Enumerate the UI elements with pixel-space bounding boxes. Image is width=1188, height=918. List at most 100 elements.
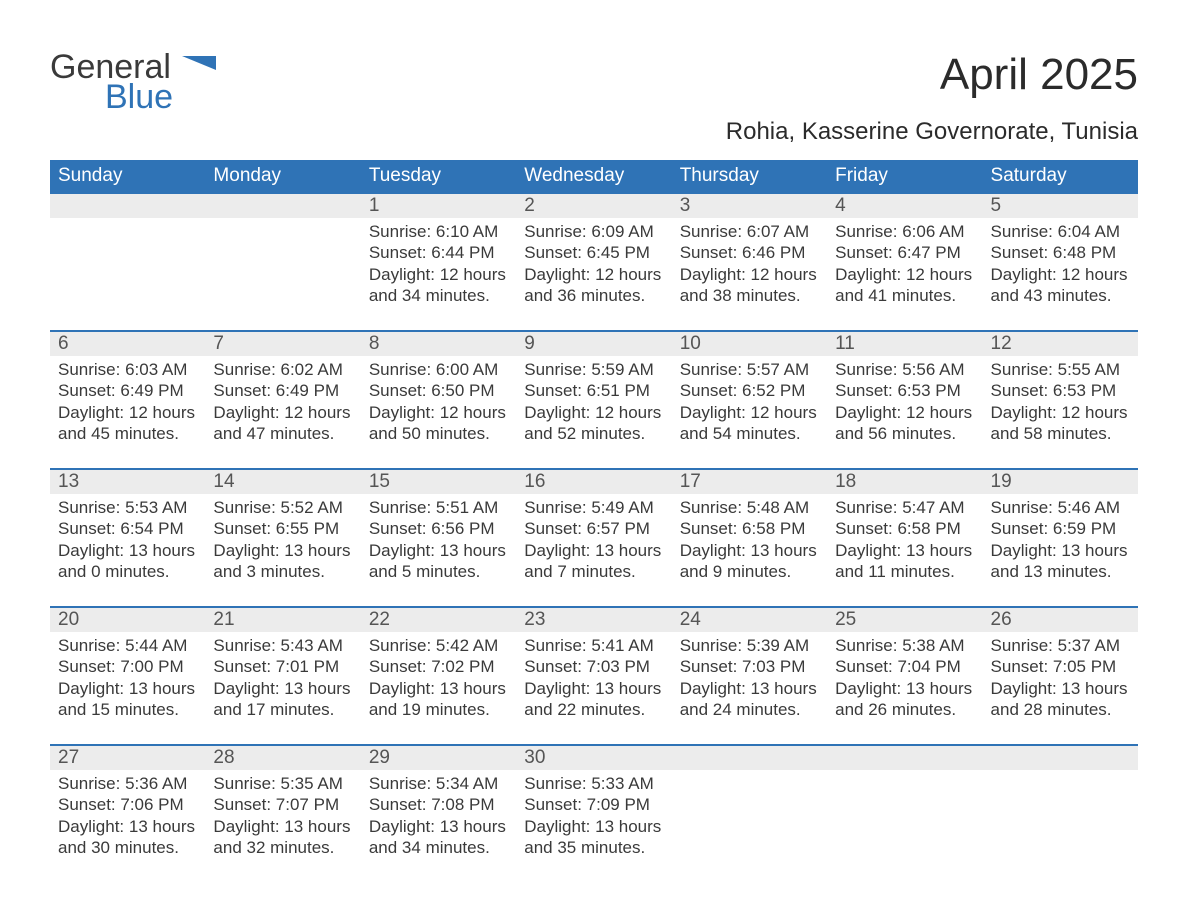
calendar-cell: 1Sunrise: 6:10 AMSunset: 6:44 PMDaylight…: [361, 192, 516, 330]
calendar-cell: [672, 744, 827, 866]
cell-daylight2: and 52 minutes.: [524, 423, 663, 444]
day-number: 13: [58, 471, 79, 492]
cell-sunset: Sunset: 6:54 PM: [58, 518, 197, 539]
cell-daylight1: Daylight: 13 hours: [991, 540, 1130, 561]
cell-sunrise: Sunrise: 6:10 AM: [369, 221, 508, 242]
calendar-cell: 12Sunrise: 5:55 AMSunset: 6:53 PMDayligh…: [983, 330, 1138, 468]
day-number: 22: [369, 609, 390, 630]
cell-sunset: Sunset: 7:01 PM: [213, 656, 352, 677]
cell-sunset: Sunset: 6:44 PM: [369, 242, 508, 263]
cell-daylight2: and 17 minutes.: [213, 699, 352, 720]
day-number: 16: [524, 471, 545, 492]
page-title: April 2025: [726, 50, 1138, 100]
header: General Blue April 2025 Rohia, Kasserine…: [50, 50, 1138, 154]
day-number: 28: [213, 747, 234, 768]
cell-sunset: Sunset: 6:56 PM: [369, 518, 508, 539]
title-block: April 2025 Rohia, Kasserine Governorate,…: [726, 50, 1138, 154]
cell-daylight2: and 41 minutes.: [835, 285, 974, 306]
calendar-cell: 25Sunrise: 5:38 AMSunset: 7:04 PMDayligh…: [827, 606, 982, 744]
cell-sunset: Sunset: 6:45 PM: [524, 242, 663, 263]
cell-sunrise: Sunrise: 5:44 AM: [58, 635, 197, 656]
calendar-cell: 27Sunrise: 5:36 AMSunset: 7:06 PMDayligh…: [50, 744, 205, 866]
cell-daylight1: Daylight: 13 hours: [369, 540, 508, 561]
cell-daylight2: and 32 minutes.: [213, 837, 352, 858]
cell-sunrise: Sunrise: 5:52 AM: [213, 497, 352, 518]
cell-daylight2: and 36 minutes.: [524, 285, 663, 306]
day-number: 30: [524, 747, 545, 768]
calendar-cell: 19 Sunrise: 5:46 AMSunset: 6:59 PMDayligh…: [983, 468, 1138, 606]
calendar-week-row: 1Sunrise: 6:10 AMSunset: 6:44 PMDaylight…: [50, 192, 1138, 330]
cell-daylight2: and 50 minutes.: [369, 423, 508, 444]
cell-sunrise: Sunrise: 6:06 AM: [835, 221, 974, 242]
cell-sunset: Sunset: 7:00 PM: [58, 656, 197, 677]
day-number: 25: [835, 609, 856, 630]
calendar-cell: 9Sunrise: 5:59 AMSunset: 6:51 PMDaylight…: [516, 330, 671, 468]
calendar-week-row: 20 Sunrise: 5:44 AMSunset: 7:00 PM Dayligh…: [50, 606, 1138, 744]
cell-daylight1: Daylight: 13 hours: [213, 816, 352, 837]
cell-daylight1: Daylight: 13 hours: [369, 678, 508, 699]
cell-sunrise: Sunrise: 5:38 AM: [835, 635, 974, 656]
cell-daylight2: and 35 minutes.: [524, 837, 663, 858]
day-number: 29: [369, 747, 390, 768]
cell-sunrise: Sunrise: 6:03 AM: [58, 359, 197, 380]
cell-sunset: Sunset: 6:59 PM: [991, 518, 1130, 539]
cell-sunset: Sunset: 6:47 PM: [835, 242, 974, 263]
cell-daylight2: and 38 minutes.: [680, 285, 819, 306]
col-friday: Friday: [827, 160, 982, 192]
calendar-cell: 3Sunrise: 6:07 AMSunset: 6:46 PMDaylight…: [672, 192, 827, 330]
calendar-cell: 30Sunrise: 5:33 AMSunset: 7:09 PMDayligh…: [516, 744, 671, 866]
day-number: 1: [369, 195, 380, 216]
cell-sunrise: Sunrise: 5:57 AM: [680, 359, 819, 380]
day-number: 26: [991, 609, 1012, 630]
cell-daylight1: Daylight: 13 hours: [524, 816, 663, 837]
calendar-cell: [827, 744, 982, 866]
calendar-cell: 23Sunrise: 5:41 AMSunset: 7:03 PMDayligh…: [516, 606, 671, 744]
calendar-cell: 26Sunrise: 5:37 AMSunset: 7:05 PMDayligh…: [983, 606, 1138, 744]
cell-sunset: Sunset: 6:46 PM: [680, 242, 819, 263]
day-number: 6: [58, 333, 69, 354]
col-wednesday: Wednesday: [516, 160, 671, 192]
cell-sunrise: Sunrise: 5:56 AM: [835, 359, 974, 380]
day-number: 14: [213, 471, 234, 492]
day-number: 2: [524, 195, 535, 216]
cell-daylight2: and 26 minutes.: [835, 699, 974, 720]
cell-daylight2: and 13 minutes.: [991, 561, 1130, 582]
cell-daylight2: and 11 minutes.: [835, 561, 974, 582]
cell-daylight1: Daylight: 12 hours: [213, 402, 352, 423]
day-number: 8: [369, 333, 380, 354]
cell-daylight1: Daylight: 12 hours: [58, 402, 197, 423]
cell-sunrise: Sunrise: 5:51 AM: [369, 497, 508, 518]
cell-sunset: Sunset: 6:50 PM: [369, 380, 508, 401]
day-number: 21: [213, 609, 234, 630]
cell-daylight2: and 30 minutes.: [58, 837, 197, 858]
calendar-week-row: 27Sunrise: 5:36 AMSunset: 7:06 PMDayligh…: [50, 744, 1138, 866]
calendar-cell: 21Sunrise: 5:43 AMSunset: 7:01 PMDayligh…: [205, 606, 360, 744]
day-number: 19: [991, 471, 1012, 492]
calendar-cell: 11Sunrise: 5:56 AMSunset: 6:53 PMDayligh…: [827, 330, 982, 468]
cell-sunrise: Sunrise: 5:46 AM: [991, 497, 1130, 518]
day-number: 20: [58, 609, 79, 630]
cell-daylight1: Daylight: 13 hours: [680, 540, 819, 561]
cell-daylight2: and 15 minutes.: [58, 699, 197, 720]
cell-sunrise: Sunrise: 6:02 AM: [213, 359, 352, 380]
calendar-cell: [983, 744, 1138, 866]
calendar-cell: 4Sunrise: 6:06 AMSunset: 6:47 PMDaylight…: [827, 192, 982, 330]
col-tuesday: Tuesday: [361, 160, 516, 192]
cell-sunset: Sunset: 6:49 PM: [58, 380, 197, 401]
logo: General Blue: [50, 50, 216, 115]
calendar-cell: 14Sunrise: 5:52 AMSunset: 6:55 PMDayligh…: [205, 468, 360, 606]
cell-daylight1: Daylight: 13 hours: [213, 540, 352, 561]
cell-sunset: Sunset: 7:07 PM: [213, 794, 352, 815]
cell-sunrise: Sunrise: 5:34 AM: [369, 773, 508, 794]
cell-sunset: Sunset: 7:05 PM: [991, 656, 1130, 677]
cell-sunrise: Sunrise: 5:47 AM: [835, 497, 974, 518]
cell-daylight2: and 47 minutes.: [213, 423, 352, 444]
cell-sunset: Sunset: 6:52 PM: [680, 380, 819, 401]
cell-sunset: Sunset: 6:53 PM: [991, 380, 1130, 401]
cell-daylight2: and 56 minutes.: [835, 423, 974, 444]
cell-sunrise: Sunrise: 5:41 AM: [524, 635, 663, 656]
cell-daylight2: and 54 minutes.: [680, 423, 819, 444]
day-number: 17: [680, 471, 701, 492]
cell-daylight1: Daylight: 13 hours: [524, 540, 663, 561]
calendar-cell: 7Sunrise: 6:02 AMSunset: 6:49 PMDaylight…: [205, 330, 360, 468]
